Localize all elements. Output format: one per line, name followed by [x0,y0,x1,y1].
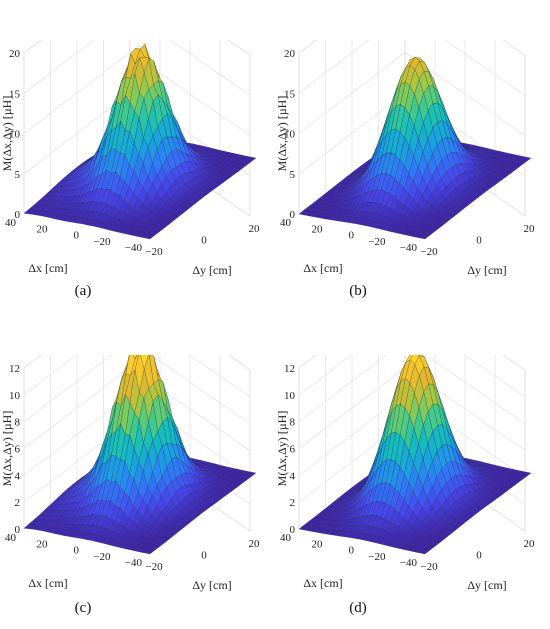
z-tick-label: 4 [15,470,21,482]
z-tick-label: 8 [290,417,296,429]
surface-patch [145,234,156,240]
y-axis-label: Δy [cm] [192,578,231,592]
z-tick-label: 6 [290,444,296,456]
z-tick-label: 15 [284,88,296,100]
y-tick-label: 0 [201,550,207,562]
z-tick-label: 0 [290,209,296,221]
z-axis-label: M(Δx,Δy) [µH] [0,411,14,487]
surface-mesh [298,355,532,555]
y-axis-label: Δy [cm] [192,263,231,277]
x-axis-label: Δx [cm] [28,576,67,590]
x-tick-label: −20 [93,236,111,248]
x-tick-label: 40 [5,217,17,229]
x-tick-label: 20 [312,538,324,550]
z-axis-label: M(Δx,Δy) [µH] [275,96,289,172]
y-tick-label: 0 [201,235,207,247]
y-axis-label: Δy [cm] [467,263,506,277]
panel-caption: (a) [74,283,92,299]
x-tick-label: −20 [93,551,111,563]
x-tick-label: −40 [400,557,418,569]
y-tick-label: −20 [145,246,163,258]
z-tick-label: 6 [15,444,21,456]
z-tick-label: 10 [9,390,21,402]
z-tick-label: 2 [290,497,296,509]
x-axis-label: Δx [cm] [28,261,67,275]
z-tick-label: 10 [284,390,296,402]
y-tick-label: 20 [249,538,261,550]
x-tick-label: 20 [312,223,324,235]
y-tick-label: −20 [420,246,438,258]
y-tick-label: 0 [476,235,482,247]
surface-mesh [23,355,257,555]
surface-patch [145,549,156,555]
z-tick-label: 20 [284,48,296,60]
z-axis-label: M(Δx,Δy) [µH] [0,96,14,172]
y-tick-label: 20 [524,223,536,235]
y-axis-label: Δy [cm] [467,578,506,592]
x-tick-label: −40 [400,242,418,254]
x-tick-label: 0 [74,545,80,557]
panel-caption: (c) [74,600,92,616]
x-axis-label: Δx [cm] [303,261,342,275]
z-tick-label: 15 [9,88,21,100]
x-tick-label: 40 [280,217,292,229]
surface-mesh [23,43,257,240]
surface-mesh [298,56,532,240]
z-tick-label: 12 [284,363,295,375]
x-tick-label: −40 [125,557,143,569]
z-tick-label: 0 [290,524,296,536]
x-tick-label: −20 [368,551,386,563]
surface-patch [420,549,431,555]
z-axis-label: M(Δx,Δy) [µH] [275,411,289,487]
z-tick-label: 2 [15,497,21,509]
surface-patch [420,234,431,240]
z-tick-label: 12 [9,363,20,375]
panel-caption: (b) [349,283,367,299]
x-tick-label: −20 [368,236,386,248]
x-tick-label: 40 [280,532,292,544]
x-tick-label: 20 [37,223,49,235]
y-tick-label: −20 [420,561,438,573]
x-tick-label: 40 [5,532,17,544]
y-tick-label: 20 [524,538,536,550]
y-tick-label: −20 [145,561,163,573]
y-tick-label: 0 [476,550,482,562]
z-tick-label: 5 [15,169,21,181]
x-tick-label: 0 [74,230,80,242]
y-tick-label: 20 [249,223,261,235]
z-tick-label: 4 [290,470,296,482]
x-tick-label: 20 [37,538,49,550]
panel-caption: (d) [349,600,367,616]
x-tick-label: 0 [349,545,355,557]
x-axis-label: Δx [cm] [303,576,342,590]
z-tick-label: 5 [290,169,296,181]
z-tick-label: 10 [9,129,21,141]
x-tick-label: 0 [349,230,355,242]
z-tick-label: 8 [15,417,21,429]
z-tick-label: 20 [9,48,21,60]
z-tick-label: 10 [284,129,296,141]
z-tick-label: 0 [15,209,21,221]
z-tick-label: 0 [15,524,21,536]
x-tick-label: −40 [125,242,143,254]
